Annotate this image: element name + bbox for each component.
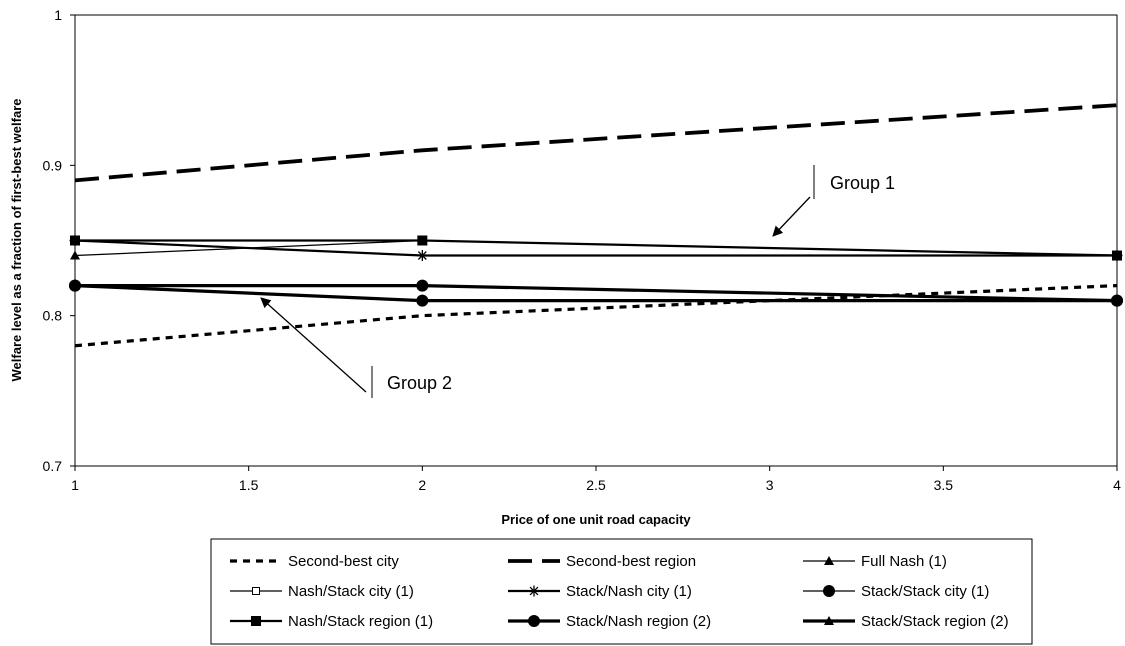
legend-marker (823, 585, 835, 597)
legend-label: Stack/Stack region (2) (861, 613, 1009, 630)
x-tick-label: 1 (71, 477, 79, 493)
legend-item-second-best-region: Second-best region (508, 553, 696, 570)
data-point-stack-stack-region-2 (70, 280, 80, 290)
y-tick-label: 0.7 (43, 458, 63, 474)
legend-item-nash-stack-region-1: Nash/Stack region (1) (230, 613, 433, 630)
data-point-stack-nash-city-1 (416, 250, 428, 262)
legend-label: Second-best region (566, 553, 696, 570)
group-2-label: Group 2 (387, 373, 452, 393)
x-tick-label: 3.5 (934, 477, 954, 493)
data-point-stack-stack-region-2 (417, 280, 428, 290)
legend-label: Nash/Stack region (1) (288, 613, 433, 630)
legend-item-stack-nash-region-2: Stack/Nash region (2) (508, 613, 711, 630)
legend-item-nash-stack-city-1: Nash/Stack city (1) (230, 583, 414, 600)
data-point-nash-stack-region-1 (1112, 250, 1122, 261)
x-tick-label: 2.5 (586, 477, 606, 493)
legend-item-stack-nash-city-1: Stack/Nash city (1) (508, 583, 692, 600)
x-tick-label: 1.5 (239, 477, 259, 493)
legend-box (210, 538, 1033, 645)
legend-label: Stack/Stack city (1) (861, 583, 989, 600)
legend-marker (528, 585, 540, 597)
star-stroke (529, 586, 539, 596)
legend-item-full-nash-1: Full Nash (1) (803, 553, 947, 570)
legend-item-stack-stack-city-1: Stack/Stack city (1) (803, 583, 989, 600)
y-axis-title: Welfare level as a fraction of first-bes… (9, 99, 24, 382)
group-2-arrow (260, 297, 367, 393)
data-point-nash-stack-region-1 (70, 235, 80, 246)
legend-label: Nash/Stack city (1) (288, 583, 414, 600)
data-point-nash-stack-region-1 (417, 235, 428, 246)
x-tick-label: 2 (418, 477, 426, 493)
legend-label: Stack/Nash city (1) (566, 583, 692, 600)
legend-marker (528, 615, 540, 627)
x-axis-ticks: 1 1.5 2 2.5 3 3.5 4 (71, 466, 1121, 493)
series-line-second-best-region (74, 103, 1118, 183)
legend-marker (824, 556, 834, 565)
legend-marker (824, 616, 834, 625)
legend-label: Second-best city (288, 553, 399, 570)
y-tick-label: 1 (54, 7, 62, 23)
data-point-stack-stack-region-2 (1112, 295, 1122, 305)
star-stroke (417, 251, 427, 260)
legend-label: Stack/Nash region (2) (566, 613, 711, 630)
legend-item-second-best-city: Second-best city (230, 553, 399, 570)
y-axis-ticks: 0.7 0.8 0.9 1 (43, 7, 75, 474)
y-tick-label: 0.9 (43, 157, 63, 173)
series-markers (69, 235, 1123, 307)
legend-label: Full Nash (1) (861, 553, 947, 570)
x-tick-label: 3 (766, 477, 774, 493)
group-1-arrow (772, 196, 811, 237)
y-tick-label: 0.8 (43, 308, 63, 324)
group-1-label: Group 1 (830, 173, 895, 193)
legend-marker (251, 616, 261, 626)
legend-marker (252, 587, 260, 595)
x-tick-label: 4 (1113, 477, 1121, 493)
data-point-full-nash-1 (70, 250, 80, 260)
x-axis-title: Price of one unit road capacity (501, 512, 691, 527)
legend-item-stack-stack-region-2: Stack/Stack region (2) (803, 613, 1009, 630)
data-point-stack-nash-region-2 (416, 294, 429, 307)
legend: Second-best city Second-best region Full N… (230, 553, 1009, 630)
